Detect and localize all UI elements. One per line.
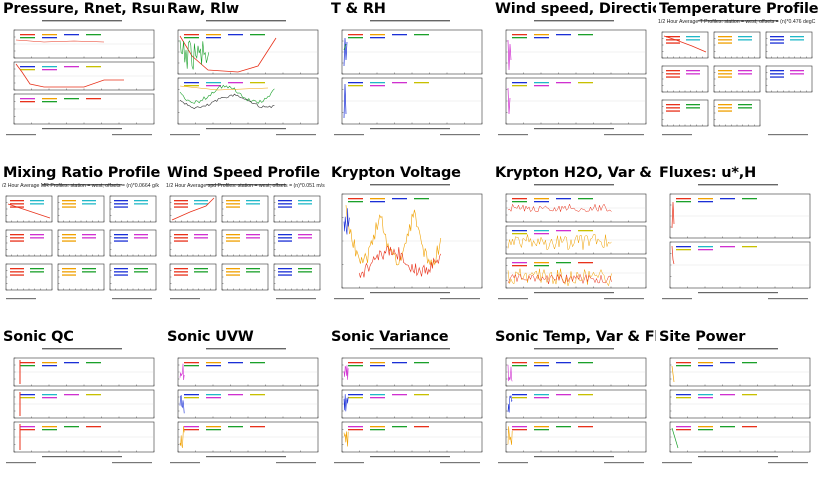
- panel-title[interactable]: T & RH: [331, 1, 386, 17]
- plot-image: [5, 184, 157, 300]
- plot-image: [498, 348, 647, 464]
- plot-panel: Wind speed, Direction: [492, 0, 656, 164]
- plot-image: [170, 348, 319, 464]
- plot-panel: Pressure, Rnet, Rsum: [0, 0, 164, 164]
- panel-title[interactable]: Site Power: [659, 329, 746, 345]
- panel-title[interactable]: Wind Speed Profile: [167, 165, 320, 181]
- panel-title[interactable]: Mixing Ratio Profile: [3, 165, 161, 181]
- plot-thumbnail[interactable]: [166, 346, 326, 466]
- plot-panel: Fluxes: u*,H: [656, 164, 820, 328]
- plot-panel: Krypton H2O, Var & Flux: [492, 164, 656, 328]
- plot-thumbnail[interactable]: [2, 346, 162, 466]
- panel-subtitle: 1/2 Hour Average T Profiles: station = w…: [658, 19, 816, 25]
- panel-title[interactable]: Sonic Variance: [331, 329, 449, 345]
- plot-image: [334, 348, 483, 464]
- panel-title[interactable]: Fluxes: u*,H: [659, 165, 757, 181]
- plot-thumbnail[interactable]: [2, 182, 162, 302]
- plot-thumbnail[interactable]: [658, 346, 818, 466]
- plot-image: [662, 348, 811, 464]
- plot-panel: Sonic Temp, Var & Flux: [492, 328, 656, 492]
- plot-image: [661, 20, 813, 136]
- plot-thumbnail[interactable]: [494, 18, 654, 138]
- plot-thumbnail[interactable]: [330, 182, 490, 302]
- plot-panel: Raw, Rlw: [164, 0, 328, 164]
- plot-image: [334, 20, 483, 136]
- panel-subtitle: /2 Hour Average MR Profiles: station = w…: [2, 183, 159, 189]
- plot-panel: Temperature Profile 1/2 Hour Average T Pr…: [656, 0, 820, 164]
- plot-thumbnail[interactable]: [658, 18, 818, 138]
- plot-thumbnail[interactable]: [658, 182, 818, 302]
- plot-panel: Site Power: [656, 328, 820, 492]
- panel-title[interactable]: Sonic QC: [3, 329, 74, 345]
- panel-title[interactable]: Sonic Temp, Var & Flux: [495, 329, 656, 345]
- plot-image: [6, 20, 155, 136]
- plot-image: [6, 348, 155, 464]
- panel-title[interactable]: Krypton Voltage: [331, 165, 461, 181]
- plot-thumbnail[interactable]: [166, 18, 326, 138]
- plot-thumbnail[interactable]: [330, 18, 490, 138]
- panel-subtitle: 1/2 Hour Average spd Profiles: station =…: [166, 183, 325, 189]
- plot-panel: Sonic Variance: [328, 328, 492, 492]
- plot-panel: Sonic QC: [0, 328, 164, 492]
- plot-panel: Krypton Voltage: [328, 164, 492, 328]
- plot-thumbnail[interactable]: [166, 182, 326, 302]
- plot-thumbnail[interactable]: [494, 346, 654, 466]
- panel-title[interactable]: Sonic UVW: [167, 329, 254, 345]
- plot-image: [334, 184, 483, 300]
- plot-image: [498, 20, 647, 136]
- plot-thumbnail[interactable]: [494, 182, 654, 302]
- plot-image: [169, 184, 321, 300]
- plot-image: [170, 20, 319, 136]
- plot-thumbnail[interactable]: [2, 18, 162, 138]
- plot-image: [662, 184, 811, 300]
- plot-panel: Mixing Ratio Profile/2 Hour Average MR P…: [0, 164, 164, 328]
- panel-title[interactable]: Pressure, Rnet, Rsum: [3, 1, 164, 17]
- panel-title[interactable]: Krypton H2O, Var & Flux: [495, 165, 656, 181]
- panel-title[interactable]: Wind speed, Direction: [495, 1, 656, 17]
- panel-title[interactable]: Raw, Rlw: [167, 1, 239, 17]
- panel-title[interactable]: Temperature Profile: [659, 1, 819, 17]
- plot-panel: Wind Speed Profile 1/2 Hour Average spd P…: [164, 164, 328, 328]
- plot-panel: Sonic UVW: [164, 328, 328, 492]
- plot-panel: T & RH: [328, 0, 492, 164]
- plot-thumbnail[interactable]: [330, 346, 490, 466]
- plot-image: [498, 184, 647, 300]
